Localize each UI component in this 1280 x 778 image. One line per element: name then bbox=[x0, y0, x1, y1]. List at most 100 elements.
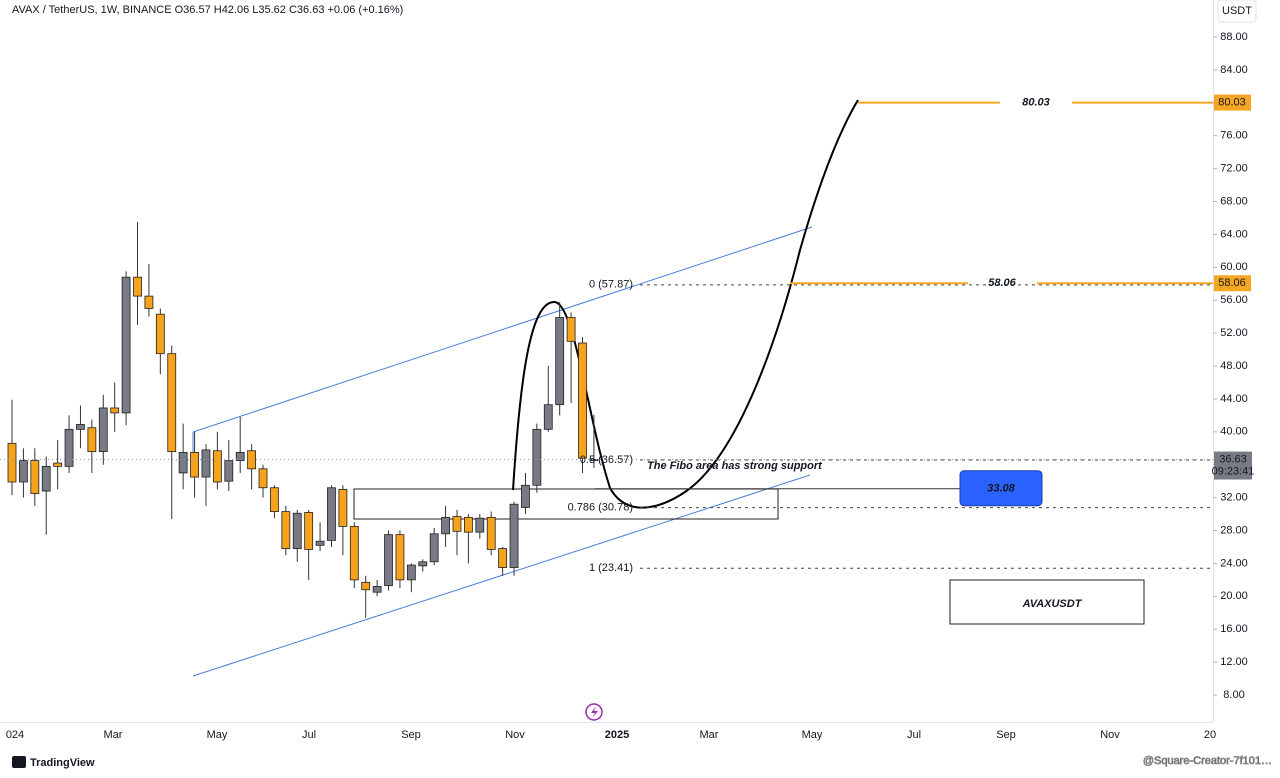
x-tick-label: May bbox=[207, 729, 228, 741]
candle-body bbox=[190, 451, 199, 478]
channel-upper bbox=[192, 226, 813, 433]
candle-body bbox=[543, 404, 553, 430]
candle-body bbox=[372, 586, 382, 593]
y-tick-label: 32.00 bbox=[1220, 492, 1248, 504]
support-label: 33.08 bbox=[987, 483, 1015, 495]
logo-icon bbox=[12, 756, 26, 768]
fib-label: 0.5 (36.57) bbox=[580, 454, 633, 466]
candle-body bbox=[349, 526, 359, 581]
fib-label: 1 (23.41) bbox=[589, 562, 633, 574]
x-tick-label: 024 bbox=[6, 729, 24, 741]
symbol-badge-box bbox=[949, 579, 1145, 625]
candle-body bbox=[315, 540, 325, 546]
y-tick-label: 84.00 bbox=[1220, 64, 1248, 76]
x-tick-label: Mar bbox=[104, 729, 123, 741]
candle-body bbox=[384, 534, 393, 587]
x-tick-label: Sep bbox=[401, 729, 421, 741]
candle-body bbox=[475, 517, 485, 533]
currency-label: USDT bbox=[1222, 5, 1252, 17]
candle-body bbox=[486, 516, 496, 550]
target-axis-box bbox=[1214, 94, 1251, 111]
fib-label: 0.786 (30.78) bbox=[568, 502, 633, 514]
candle-body bbox=[521, 484, 530, 508]
candle-body bbox=[498, 548, 508, 568]
target-axis-box bbox=[1214, 275, 1251, 292]
candle-body bbox=[144, 295, 154, 309]
candle-body bbox=[270, 487, 279, 513]
candle-body bbox=[133, 276, 142, 297]
y-tick-label: 48.00 bbox=[1220, 360, 1248, 372]
y-tick-label: 68.00 bbox=[1220, 195, 1248, 207]
candle-body bbox=[19, 460, 28, 483]
candle-body bbox=[98, 407, 108, 452]
y-tick-label: 60.00 bbox=[1220, 261, 1248, 273]
x-tick-label: 2025 bbox=[605, 729, 629, 741]
last-price-label: 36.63 bbox=[1219, 453, 1247, 465]
candle-body bbox=[76, 424, 85, 430]
target-text: 58.06 bbox=[988, 277, 1016, 289]
candle-body bbox=[110, 407, 120, 414]
fibo-zone bbox=[353, 488, 779, 520]
candle-body bbox=[30, 460, 40, 494]
candle-body bbox=[201, 449, 211, 478]
candle-body bbox=[178, 451, 188, 474]
candle-body bbox=[589, 459, 599, 461]
candle-body bbox=[429, 533, 439, 563]
candle-body bbox=[532, 428, 542, 486]
countdown: 09:23:41 bbox=[1212, 465, 1255, 477]
y-tick-label: 24.00 bbox=[1220, 557, 1248, 569]
candle-body bbox=[406, 564, 416, 581]
x-tick-label: 20 bbox=[1204, 729, 1216, 741]
last-price-box bbox=[1214, 451, 1252, 480]
y-tick-label: 8.00 bbox=[1223, 689, 1244, 701]
y-tick-label: 72.00 bbox=[1220, 163, 1248, 175]
x-tick-label: Nov bbox=[505, 729, 525, 741]
event-icon[interactable] bbox=[585, 703, 603, 721]
symbol-badge: AVAXUSDT bbox=[1022, 598, 1083, 610]
y-tick-label: 28.00 bbox=[1220, 524, 1248, 536]
candle-body bbox=[224, 460, 234, 482]
candle-body bbox=[463, 516, 473, 533]
candle-body bbox=[281, 511, 291, 550]
y-tick-label: 76.00 bbox=[1220, 130, 1248, 142]
fib-label: 0 (57.87) bbox=[589, 279, 633, 291]
candle-body bbox=[121, 276, 131, 414]
annotation: The Fibo area has strong support bbox=[647, 460, 823, 472]
candle-body bbox=[338, 488, 348, 527]
candle-body bbox=[41, 465, 51, 492]
y-tick-label: 20.00 bbox=[1220, 590, 1248, 602]
candle-body bbox=[7, 442, 17, 483]
candle-body bbox=[292, 512, 302, 550]
branding: TradingView bbox=[30, 757, 95, 769]
candle-body bbox=[418, 561, 428, 567]
target-axis-label: 80.03 bbox=[1218, 96, 1246, 108]
candle-body bbox=[304, 512, 314, 550]
candle-body bbox=[441, 516, 450, 535]
y-tick-label: 40.00 bbox=[1220, 426, 1248, 438]
candle-body bbox=[87, 427, 97, 452]
x-tick-label: Nov bbox=[1100, 729, 1120, 741]
header: AVAX / TetherUS, 1W, BINANCE O36.57 H42.… bbox=[12, 4, 403, 16]
candle-body bbox=[555, 317, 565, 406]
candle-body bbox=[395, 534, 405, 581]
candle-body bbox=[64, 428, 74, 467]
y-tick-label: 56.00 bbox=[1220, 294, 1248, 306]
watermark: @Square-Creator-7f101… bbox=[1143, 755, 1272, 767]
candle-body bbox=[53, 462, 63, 467]
candle-body bbox=[247, 450, 257, 470]
candle-body bbox=[578, 342, 587, 459]
y-tick-label: 88.00 bbox=[1220, 31, 1248, 43]
x-tick-label: Mar bbox=[700, 729, 719, 741]
x-tick-label: Sep bbox=[996, 729, 1016, 741]
currency-box bbox=[1217, 0, 1257, 23]
event-bolt bbox=[591, 706, 598, 718]
candle-body bbox=[361, 581, 371, 591]
y-tick-label: 52.00 bbox=[1220, 327, 1248, 339]
candle-body bbox=[235, 451, 245, 462]
candle-body bbox=[566, 317, 576, 342]
y-tick-label: 16.00 bbox=[1220, 623, 1248, 635]
y-tick-label: 44.00 bbox=[1220, 393, 1248, 405]
y-tick-label: 64.00 bbox=[1220, 228, 1248, 240]
